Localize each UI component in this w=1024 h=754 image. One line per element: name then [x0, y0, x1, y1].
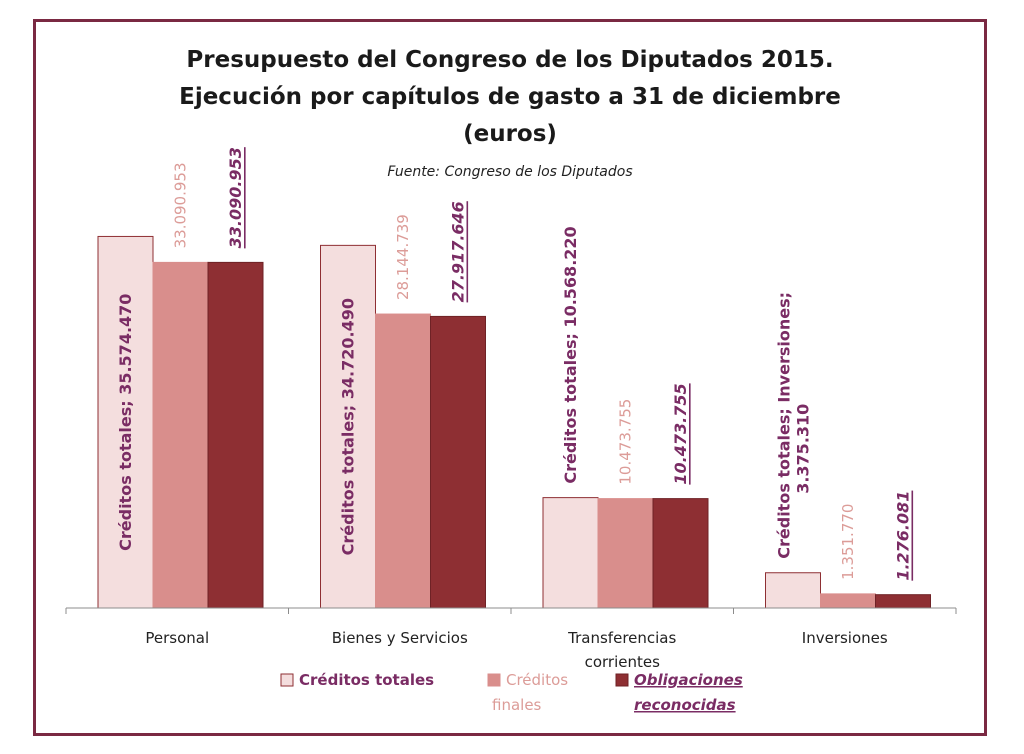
data-label-totales-personal: Créditos totales; 35.574.470 — [116, 294, 135, 551]
bars-layer — [97, 235, 931, 609]
bar-finales-bienes-y-servicios — [375, 313, 431, 609]
data-label-totales-transferencias-corrientes: Créditos totales; 10.568.220 — [561, 226, 580, 483]
legend: Créditos totales Créditos finales Obligacio… — [280, 671, 743, 714]
category-label-inversiones: Inversiones — [802, 629, 888, 647]
category-label-transferencias-corrientes: Transferencias corrientes — [567, 629, 676, 671]
bar-totales-personal — [97, 235, 154, 609]
category-label-personal: Personal — [145, 629, 209, 647]
category-label-bienes-y-servicios: Bienes y Servicios — [332, 629, 468, 647]
bar-finales-transferencias-corrientes — [597, 498, 654, 609]
data-label-finales-inversiones: 1.351.770 — [839, 504, 857, 580]
legend-swatch-obligaciones — [615, 673, 629, 687]
data-label-obligaciones-bienes-y-servicios: 27.917.646 — [449, 201, 468, 302]
chart-source: Fuente: Congreso de los Diputados — [387, 164, 632, 180]
data-label-obligaciones-inversiones: 1.276.081 — [894, 491, 913, 581]
data-labels: Créditos totales; 35.574.470 33.090.953 33… — [116, 147, 913, 581]
legend-swatch-finales — [487, 673, 501, 687]
data-label-finales-bienes-y-servicios: 28.144.739 — [394, 214, 412, 300]
data-label-obligaciones-transferencias-corrientes: 10.473.755 — [671, 383, 690, 484]
data-label-totales-bienes-y-servicios: Créditos totales; 34.720.490 — [339, 298, 358, 555]
legend-label-finales: Créditos finales — [492, 671, 568, 714]
chart-title-line-2: Ejecución por capítulos de gasto a 31 de… — [179, 84, 841, 110]
data-label-finales-personal: 33.090.953 — [172, 162, 190, 248]
bar-obligaciones-personal — [207, 261, 264, 609]
chart-frame: Presupuesto del Congreso de los Diputado… — [33, 19, 987, 736]
bar-finales-personal — [152, 261, 209, 609]
bar-obligaciones-inversiones — [875, 594, 931, 609]
legend-label-obligaciones: Obligaciones reconocidas — [634, 671, 743, 714]
bar-totales-inversiones — [765, 572, 821, 609]
x-axis-ticks — [65, 608, 957, 614]
legend-label-totales: Créditos totales — [299, 671, 434, 689]
bar-totales-bienes-y-servicios — [320, 244, 376, 609]
bar-finales-inversiones — [820, 593, 876, 609]
category-labels: Personal Bienes y Servicios Transferencias… — [145, 629, 888, 671]
data-label-obligaciones-personal: 33.090.953 — [226, 147, 245, 248]
chart: Presupuesto del Congreso de los Diputado… — [65, 47, 957, 714]
bar-obligaciones-transferencias-corrientes — [652, 498, 709, 609]
bar-obligaciones-bienes-y-servicios — [430, 315, 486, 609]
legend-swatch-totales — [280, 673, 294, 687]
data-label-totales-inversiones: Créditos totales; Inversiones;3.375.310 — [774, 292, 812, 559]
chart-title-line-1: Presupuesto del Congreso de los Diputado… — [186, 47, 833, 73]
data-label-finales-transferencias-corrientes: 10.473.755 — [617, 399, 635, 485]
bar-totales-transferencias-corrientes — [542, 497, 599, 609]
chart-title-line-3: (euros) — [463, 121, 557, 147]
